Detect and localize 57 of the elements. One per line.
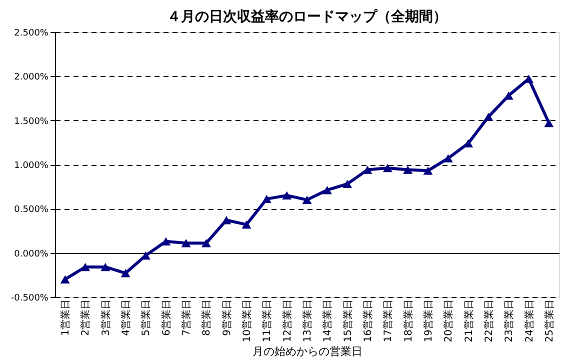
point: [322, 186, 332, 194]
x-tick-label: 15営業日: [342, 300, 354, 342]
chart-title: ４月の日次収益率のロードマップ（全期間）: [167, 8, 447, 25]
x-tick-label: 11営業日: [261, 300, 274, 342]
x-tick-label: 12営業日: [281, 300, 294, 342]
x-tick-label: 8営業日: [200, 300, 213, 336]
x-tick-label: 6営業日: [160, 300, 172, 336]
y-tick-label: 2.500%: [14, 28, 49, 38]
x-tick-label: 9営業日: [220, 300, 233, 336]
x-tick-label: 1営業日: [60, 300, 72, 336]
point: [504, 91, 514, 100]
point: [342, 180, 352, 188]
y-tick-label: -0.500%: [10, 294, 49, 304]
point: [120, 269, 130, 278]
x-tick-label: 23営業日: [503, 300, 516, 342]
point: [484, 112, 494, 121]
x-tick-label: 16営業日: [362, 300, 374, 342]
point: [302, 196, 312, 204]
x-tick-label: 10営業日: [241, 300, 254, 342]
x-tick-label: 13営業日: [302, 300, 314, 342]
point: [262, 194, 272, 204]
point: [362, 166, 372, 174]
x-tick-label: 2営業日: [80, 300, 92, 336]
point: [464, 139, 474, 148]
y-tick-label: 2.000%: [14, 72, 49, 83]
point: [242, 220, 252, 229]
point: [544, 118, 554, 128]
point: [80, 262, 90, 272]
x-tick-label: 20営業日: [442, 300, 455, 342]
x-tick-label: 7営業日: [180, 300, 193, 336]
y-tick-label: 1.500%: [14, 116, 49, 127]
point: [443, 154, 453, 162]
point: [60, 275, 70, 284]
y-tick-label: 1.000%: [14, 161, 49, 171]
point: [100, 262, 110, 272]
x-tick-label: 4営業日: [120, 300, 132, 336]
x-tick-label: 22営業日: [482, 300, 495, 342]
point: [382, 164, 392, 172]
x-tick-label: 18営業日: [402, 300, 414, 342]
point: [282, 191, 292, 200]
point: [222, 216, 232, 224]
x-axis-title: 月の始めからの営業日: [252, 345, 362, 358]
point: [423, 166, 433, 175]
point: [181, 239, 191, 248]
x-tick-label: 17営業日: [382, 300, 394, 342]
y-tick-label: 0.000%: [14, 249, 49, 260]
x-tick-label: 3営業日: [100, 300, 112, 336]
point: [403, 166, 413, 174]
point: [161, 237, 171, 246]
x-tick-label: 14営業日: [322, 300, 334, 342]
x-tick-label: 5営業日: [140, 300, 152, 336]
x-tick-label: 25営業日: [543, 300, 556, 342]
x-tick-label: 24営業日: [523, 300, 536, 342]
x-tick-label: 21営業日: [462, 300, 475, 342]
point: [201, 239, 211, 248]
x-tick-label: 19営業日: [422, 300, 434, 342]
y-tick-label: 0.500%: [14, 205, 49, 216]
